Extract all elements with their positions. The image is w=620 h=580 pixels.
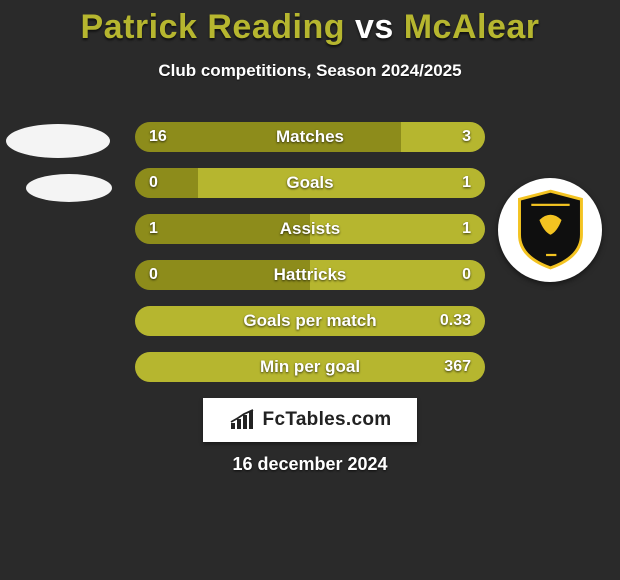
stat-value-right: 3	[462, 122, 471, 152]
chart-icon	[229, 409, 257, 431]
stat-label: Matches	[135, 122, 485, 152]
player1-badge	[6, 112, 114, 220]
stat-label: Goals per match	[135, 306, 485, 336]
stat-value-right: 0.33	[440, 306, 471, 336]
brand-box: FcTables.com	[203, 398, 417, 442]
stat-row: Goals per match0.33	[135, 306, 485, 336]
stat-row: Min per goal367	[135, 352, 485, 382]
stat-bars: Matches163Goals01Assists11Hattricks00Goa…	[135, 122, 485, 398]
stat-value-right: 0	[462, 260, 471, 290]
shield-icon	[512, 189, 589, 270]
stat-value-left: 0	[149, 260, 158, 290]
stat-row: Assists1 1	[135, 214, 485, 244]
subtitle: Club competitions, Season 2024/2025	[0, 61, 620, 81]
stat-value-left: 0	[149, 168, 158, 198]
stat-label: Min per goal	[135, 352, 485, 382]
stat-row: Matches16 3	[135, 122, 485, 152]
stat-row: Goals0 1	[135, 168, 485, 198]
stat-value-right: 1	[462, 168, 471, 198]
player1-badge-shape	[6, 124, 110, 158]
date: 16 december 2024	[0, 454, 620, 475]
stat-value-right: 367	[444, 352, 471, 382]
player1-badge-shape	[26, 174, 112, 202]
player2-name: McAlear	[404, 8, 540, 46]
stat-row: Hattricks0 0	[135, 260, 485, 290]
player1-name: Patrick Reading	[81, 8, 345, 46]
stat-value-left: 1	[149, 214, 158, 244]
stat-label: Assists	[135, 214, 485, 244]
stat-label: Goals	[135, 168, 485, 198]
player2-badge	[498, 178, 602, 282]
stat-label: Hattricks	[135, 260, 485, 290]
stat-value-left: 16	[149, 122, 167, 152]
brand-text: FcTables.com	[263, 409, 392, 431]
stat-value-right: 1	[462, 214, 471, 244]
vs-label: vs	[355, 8, 394, 46]
comparison-title: Patrick Reading vs McAlear	[0, 0, 620, 47]
